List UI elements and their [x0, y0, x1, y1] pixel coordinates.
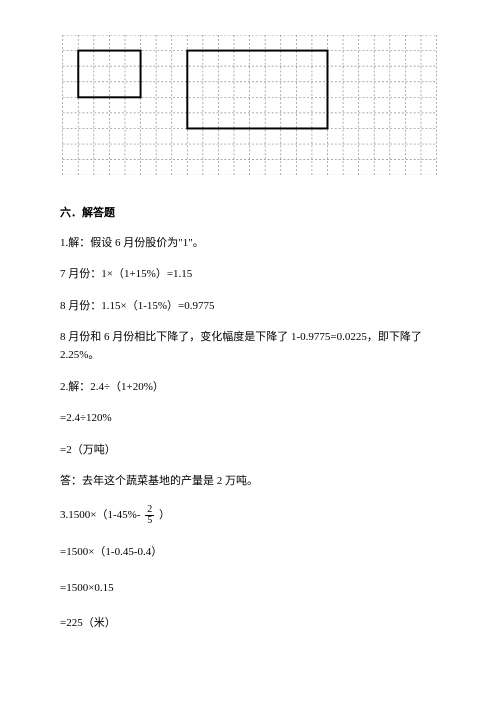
- p1-line4: 8 月份和 6 月份相比下降了，变化幅度是下降了 1-0.9775=0.0225…: [60, 329, 440, 364]
- section-title: 六．解答题: [60, 205, 440, 223]
- grid-figure: [60, 35, 440, 175]
- p3-line1-suffix: ）: [156, 509, 170, 521]
- problem-3: 3.1500×（1-45%- 25 ） =1500×（1-0.45-0.4） =…: [60, 505, 440, 633]
- p3-line1: 3.1500×（1-45%- 25 ）: [60, 505, 440, 526]
- p1-line1: 1.解：假设 6 月份股价为"1"。: [60, 235, 440, 253]
- grid-svg: [60, 35, 440, 175]
- p2-line3: =2（万吨）: [60, 442, 440, 460]
- p3-line4: =225（米）: [60, 615, 440, 633]
- fraction-denominator: 5: [145, 516, 154, 526]
- p1-line3: 8 月份：1.15×（1-15%）=0.9775: [60, 298, 440, 316]
- problem-2: 2.解：2.4÷（1+20%） =2.4÷120% =2（万吨） 答：去年这个蔬…: [60, 379, 440, 491]
- p2-line1: 2.解：2.4÷（1+20%）: [60, 379, 440, 397]
- p2-line2: =2.4÷120%: [60, 410, 440, 428]
- p3-line2: =1500×（1-0.45-0.4）: [60, 544, 440, 562]
- p3-line1-prefix: 3.1500×（1-45%-: [60, 509, 143, 521]
- p1-line2: 7 月份：1×（1+15%）=1.15: [60, 266, 440, 284]
- p3-line3: =1500×0.15: [60, 580, 440, 598]
- fraction-icon: 25: [145, 505, 154, 526]
- p2-line4: 答：去年这个蔬菜基地的产量是 2 万吨。: [60, 473, 440, 491]
- problem-1: 1.解：假设 6 月份股价为"1"。 7 月份：1×（1+15%）=1.15 8…: [60, 235, 440, 365]
